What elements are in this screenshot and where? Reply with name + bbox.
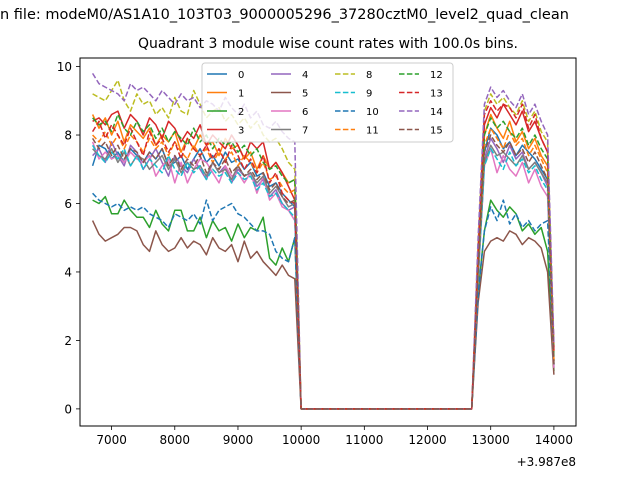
x-tick-label: 12000 <box>408 433 446 447</box>
legend-label-0: 0 <box>238 70 244 81</box>
series-line-6 <box>91 141 555 410</box>
y-tick-label: 10 <box>57 60 72 74</box>
figure-suptitle: n file: modeM0/AS1A10_103T03_9000005296_… <box>0 7 569 23</box>
x-tick-label: 7000 <box>96 433 127 447</box>
series-line-5 <box>91 220 555 410</box>
x-tick-label: 10000 <box>282 433 320 447</box>
plot-frame <box>79 57 577 427</box>
series-line-10 <box>92 192 555 410</box>
series-line-11 <box>92 127 555 410</box>
series-line-4 <box>92 137 555 410</box>
chart-title: Quadrant 3 module wise count rates with … <box>138 36 518 52</box>
x-tick-label: 13000 <box>472 433 510 447</box>
legend-box <box>201 62 454 143</box>
y-tick-label: 8 <box>64 129 72 143</box>
legend-label-12: 12 <box>430 70 443 81</box>
x-tick-label: 9000 <box>223 433 254 447</box>
series-line-13 <box>91 100 555 410</box>
x-tick-label: 14000 <box>535 433 573 447</box>
legend-label-5: 5 <box>302 89 308 100</box>
series-layer <box>91 73 555 410</box>
y-axis: 0 2 4 6 8 10 <box>57 60 80 416</box>
legend-label-4: 4 <box>302 70 308 81</box>
series-line-12 <box>92 113 555 410</box>
legend-label-15: 15 <box>430 126 443 137</box>
legend-label-2: 2 <box>238 107 244 118</box>
x-axis: 7000 8000 9000 10000 11000 12000 13000 14000 <box>96 426 573 447</box>
y-tick-label: 2 <box>64 334 72 348</box>
y-tick-label: 6 <box>64 197 72 211</box>
x-tick-label: 8000 <box>160 433 191 447</box>
y-tick-label: 0 <box>64 402 72 416</box>
legend-label-10: 10 <box>366 107 379 118</box>
series-line-15 <box>91 134 555 410</box>
x-tick-label: 11000 <box>345 433 383 447</box>
series-line-7 <box>92 144 555 410</box>
series-line-2 <box>92 195 555 410</box>
series-line-9 <box>91 144 555 410</box>
x-offset-label: +3.987e8 <box>517 455 576 469</box>
legend-label-7: 7 <box>302 126 308 137</box>
legend-label-8: 8 <box>366 70 372 81</box>
legend-label-6: 6 <box>302 107 308 118</box>
legend-label-13: 13 <box>430 89 443 100</box>
legend-label-3: 3 <box>238 126 244 137</box>
y-tick-label: 4 <box>64 265 72 279</box>
legend-label-1: 1 <box>238 89 244 100</box>
legend-label-14: 14 <box>430 107 443 118</box>
legend-label-11: 11 <box>366 126 379 137</box>
legend-label-9: 9 <box>366 89 372 100</box>
